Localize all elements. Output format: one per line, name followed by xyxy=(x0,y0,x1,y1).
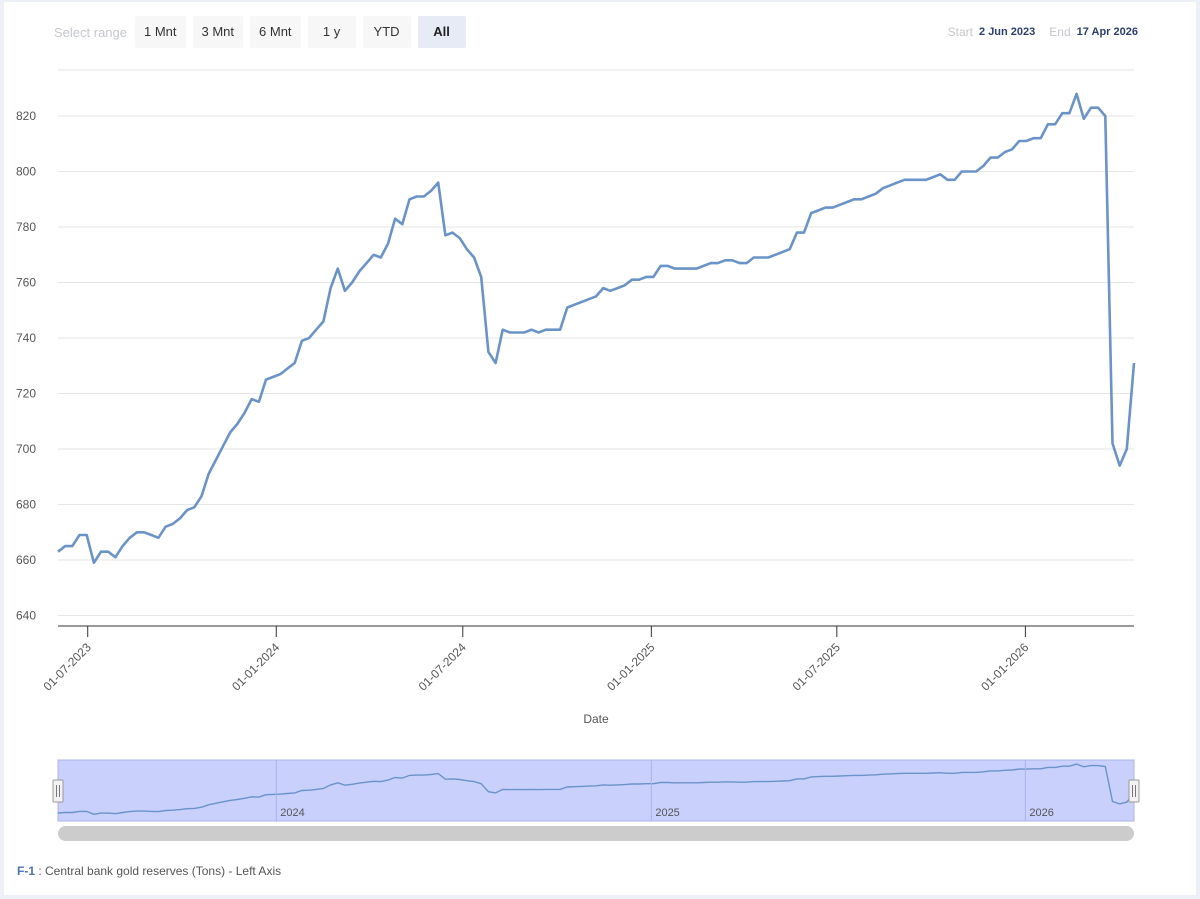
range-6-month-button[interactable]: 6 Mnt xyxy=(250,16,301,48)
range-3-month-button[interactable]: 3 Mnt xyxy=(192,16,244,48)
navigator-window xyxy=(57,759,1135,822)
x-tick-label: 01-07-2023 xyxy=(41,640,95,694)
y-tick-label: 820 xyxy=(16,109,36,123)
navigator-year-label: 2024 xyxy=(280,807,304,819)
series-footnote: F-1 : Central bank gold reserves (Tons) … xyxy=(17,864,281,878)
x-tick-label: 01-01-2024 xyxy=(229,640,283,694)
range-1-month-button[interactable]: 1 Mnt xyxy=(135,16,186,48)
x-axis-title: Date xyxy=(583,712,609,726)
end-date-input[interactable]: 17 Apr 2026 xyxy=(1076,26,1138,38)
y-tick-label: 700 xyxy=(16,442,36,456)
end-label: End xyxy=(1049,25,1071,39)
y-tick-label: 800 xyxy=(16,165,36,179)
start-date-input[interactable]: 2 Jun 2023 xyxy=(979,26,1036,38)
range-selector-label: Select range xyxy=(54,24,127,40)
navigator-series-line xyxy=(57,763,1135,816)
navigator-year-label: 2025 xyxy=(655,807,679,819)
y-tick-label: 640 xyxy=(16,609,36,623)
x-tick-label: 01-07-2024 xyxy=(416,640,470,694)
navigator-year-label: 2026 xyxy=(1029,807,1053,819)
y-tick-label: 760 xyxy=(16,276,36,290)
y-tick-label: 680 xyxy=(16,498,36,512)
footnote-text: : Central bank gold reserves (Tons) - Le… xyxy=(35,864,282,878)
navigator-right-handle[interactable] xyxy=(1128,779,1140,803)
x-tick-label: 01-01-2026 xyxy=(978,640,1032,694)
range-all-button[interactable]: All xyxy=(417,16,466,48)
start-label: Start xyxy=(947,25,974,39)
series-line xyxy=(57,92,1136,565)
x-tick-label: 01-07-2025 xyxy=(790,640,844,694)
date-range: Start 2 Jun 2023 End 17 Apr 2026 xyxy=(948,25,1138,39)
navigator-scrollbar[interactable] xyxy=(58,826,1134,841)
footnote-id: F-1 xyxy=(17,864,35,878)
y-tick-label: 660 xyxy=(16,553,36,567)
y-tick-label: 780 xyxy=(16,220,36,234)
navigator-left-handle[interactable] xyxy=(52,779,64,803)
range-selector: Select range 1 Mnt 3 Mnt 6 Mnt 1 y YTD A… xyxy=(54,16,473,48)
y-tick-label: 720 xyxy=(16,387,36,401)
range-ytd-button[interactable]: YTD xyxy=(362,16,411,48)
x-tick-label: 01-01-2025 xyxy=(604,640,658,694)
range-1-year-button[interactable]: 1 y xyxy=(307,16,356,48)
y-tick-label: 740 xyxy=(16,331,36,345)
